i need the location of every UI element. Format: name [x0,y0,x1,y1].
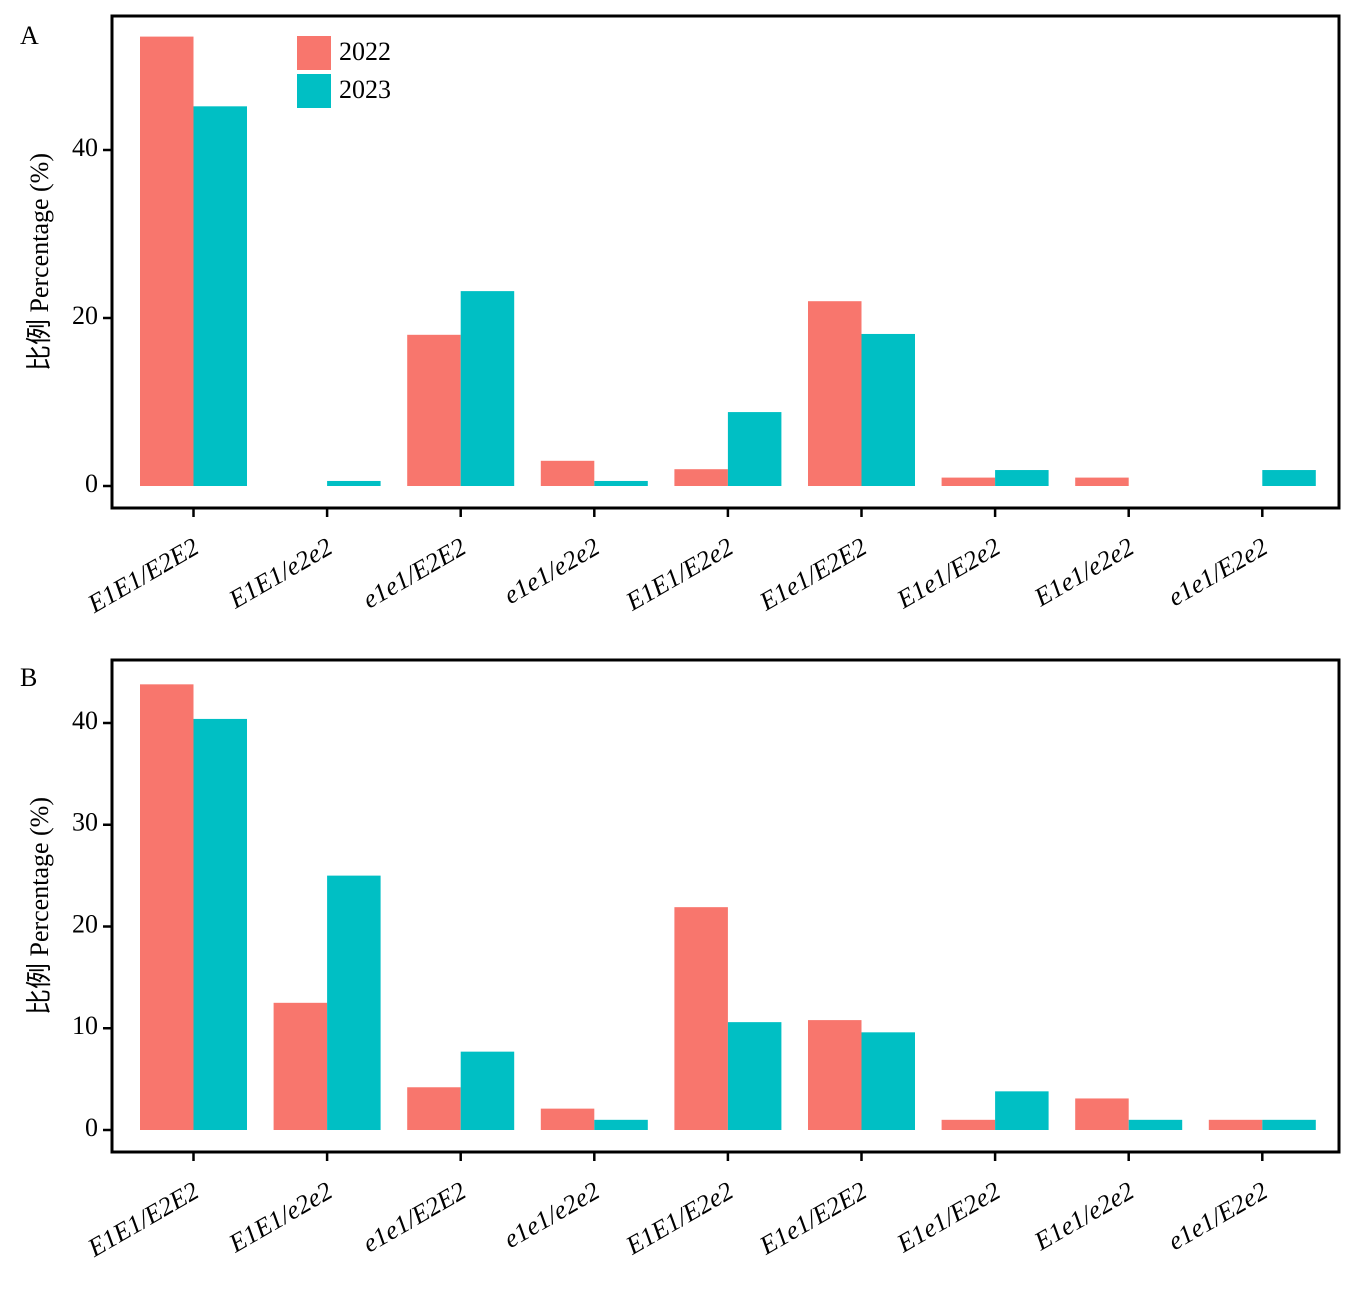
x-tick-label: E1E1/e2e2 [223,1176,337,1259]
y-tick-label: 10 [72,1011,98,1040]
x-tick-label: E1e1/E2E2 [754,1176,872,1261]
y-tick-label: 0 [85,469,98,498]
x-tick-label: e1e1/e2e2 [499,1176,605,1254]
legend-label-2023: 2023 [339,75,391,104]
x-tick-label: e1e1/E2e2 [1163,1176,1273,1256]
x-tick-label: e1e1/E2E2 [358,532,471,614]
x-tick-label: E1E1/e2e2 [223,532,337,615]
y-tick-label: 20 [72,301,98,330]
plot-frame [110,658,1341,1154]
bar-2022-4 [674,469,728,486]
x-tick-label: E1e1/e2e2 [1029,532,1139,612]
bar-2022-4 [674,907,728,1130]
legend-swatch-2022 [297,36,331,70]
y-axis-title: 比例 Percentage (%) [25,797,54,1015]
x-tick-label: E1E1/E2E2 [82,1176,204,1263]
plot-frame [110,14,1341,510]
legend: 2022 2023 [297,36,391,108]
bar-2022-6 [941,477,996,486]
bar-2023-1 [327,875,381,1130]
y-tick-label: 40 [72,706,98,735]
legend-swatch-2023 [297,74,331,108]
y-tick-label: 30 [72,808,98,837]
bar-2022-3 [540,460,595,486]
x-tick-label: E1E1/E2e2 [620,532,738,617]
bar-2023-8 [1262,470,1316,486]
y-axis-title: 比例 Percentage (%) [25,153,54,371]
bar-2023-0 [193,106,247,486]
x-tick-label: E1e1/E2E2 [754,532,872,617]
x-tick-label: e1e1/e2e2 [499,532,605,610]
panel-label: A [20,21,39,50]
bar-2023-8 [1262,1119,1316,1130]
bar-2022-8 [1208,1119,1263,1130]
bar-2023-6 [995,470,1049,486]
panel-b: B 0 10 20 30 40 E1E1/E2E2 E1E1/e2e2 e1e1/E2E2 e1e… [20,658,1341,1263]
x-tick-label: e1e1/E2e2 [1163,532,1273,612]
x-tick-label: E1e1/e2e2 [1029,1176,1139,1256]
bar-2023-5 [861,333,915,486]
bar-2022-7 [1075,477,1129,486]
bar-2022-0 [140,36,194,486]
bar-2022-2 [407,1087,461,1130]
bar-2022-0 [140,684,194,1130]
bar-2023-2 [460,1051,515,1130]
bar-2022-6 [941,1119,996,1130]
legend-label-2022: 2022 [339,37,391,66]
x-tick-label: E1E1/E2E2 [82,532,204,619]
bar-2023-7 [1128,1119,1183,1130]
bar-2022-2 [407,334,461,486]
bar-2022-3 [540,1108,595,1130]
bar-2022-1 [273,1002,328,1130]
bar-2023-4 [727,1022,782,1130]
bar-2023-4 [727,412,782,486]
bar-2022-5 [808,1020,862,1130]
panel-a: A 0 20 40 E1E1/E2E2 E1E1/e2e2 e1e1/E2E2 e1e1/e2… [20,14,1341,619]
y-tick-label: 40 [72,133,98,162]
bar-2023-6 [995,1091,1049,1130]
bar-2023-2 [460,291,515,486]
panel-label: B [20,663,37,692]
bar-2023-3 [594,1119,648,1130]
x-tick-label: E1E1/E2e2 [620,1176,738,1261]
y-tick-label: 20 [72,909,98,938]
bar-2022-7 [1075,1098,1129,1130]
x-tick-label: E1e1/E2e2 [891,532,1005,615]
bar-2023-0 [193,718,247,1130]
y-tick-label: 0 [85,1113,98,1142]
x-tick-label: e1e1/E2E2 [358,1176,471,1258]
bar-2022-5 [808,301,862,486]
bar-2023-1 [327,480,381,486]
bar-2023-5 [861,1032,915,1130]
x-tick-label: E1e1/E2e2 [891,1176,1005,1259]
bar-2023-3 [594,480,648,486]
